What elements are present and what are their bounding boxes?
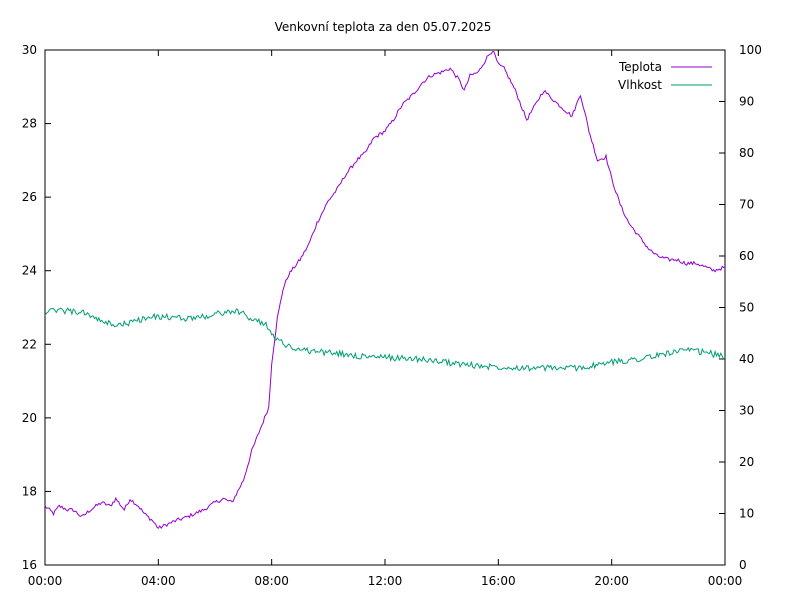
y-tick-label: 22 (22, 337, 37, 351)
y-tick-label: 18 (22, 484, 37, 498)
x-tick-label: 00:00 (708, 574, 743, 588)
y2-tick-label: 100 (739, 43, 762, 57)
x-tick-label: 08:00 (254, 574, 289, 588)
x-tick-label: 16:00 (481, 574, 516, 588)
y2-tick-label: 90 (739, 95, 754, 109)
plot-frame (44, 49, 726, 566)
y-tick-label: 30 (22, 43, 37, 57)
y2-tick-label: 70 (739, 198, 754, 212)
y2-tick-label: 30 (739, 404, 754, 418)
y2-tick-label: 40 (739, 352, 754, 366)
y2-tick-label: 80 (739, 146, 754, 160)
legend-label: Teplota (618, 60, 662, 74)
y-tick-label: 28 (22, 117, 37, 131)
y2-tick-label: 60 (739, 249, 754, 263)
legend-label: Vlhkost (618, 78, 662, 92)
x-tick-label: 20:00 (594, 574, 629, 588)
series-line-vlhkost (44, 307, 726, 373)
y-tick-label: 20 (22, 411, 37, 425)
y2-tick-label: 20 (739, 455, 754, 469)
y-tick-label: 16 (22, 558, 37, 572)
y2-tick-label: 50 (739, 301, 754, 315)
y2-tick-label: 0 (739, 558, 747, 572)
y2-tick-label: 10 (739, 507, 754, 521)
axis-ticks: 16 18 20 22 24 26 28 30 0 10 20 30 40 50 60 70 80 90 100 00… (22, 43, 762, 588)
series-line-teplota (44, 50, 726, 530)
y-tick-label: 26 (22, 190, 37, 204)
y-tick-label: 24 (22, 264, 37, 278)
x-tick-label: 00:00 (28, 574, 63, 588)
series-lines (44, 50, 726, 530)
x-tick-label: 12:00 (368, 574, 403, 588)
chart-title: Venkovní teplota za den 05.07.2025 (275, 20, 492, 34)
legend: Teplota Vlhkost (618, 60, 712, 92)
x-tick-label: 04:00 (141, 574, 176, 588)
